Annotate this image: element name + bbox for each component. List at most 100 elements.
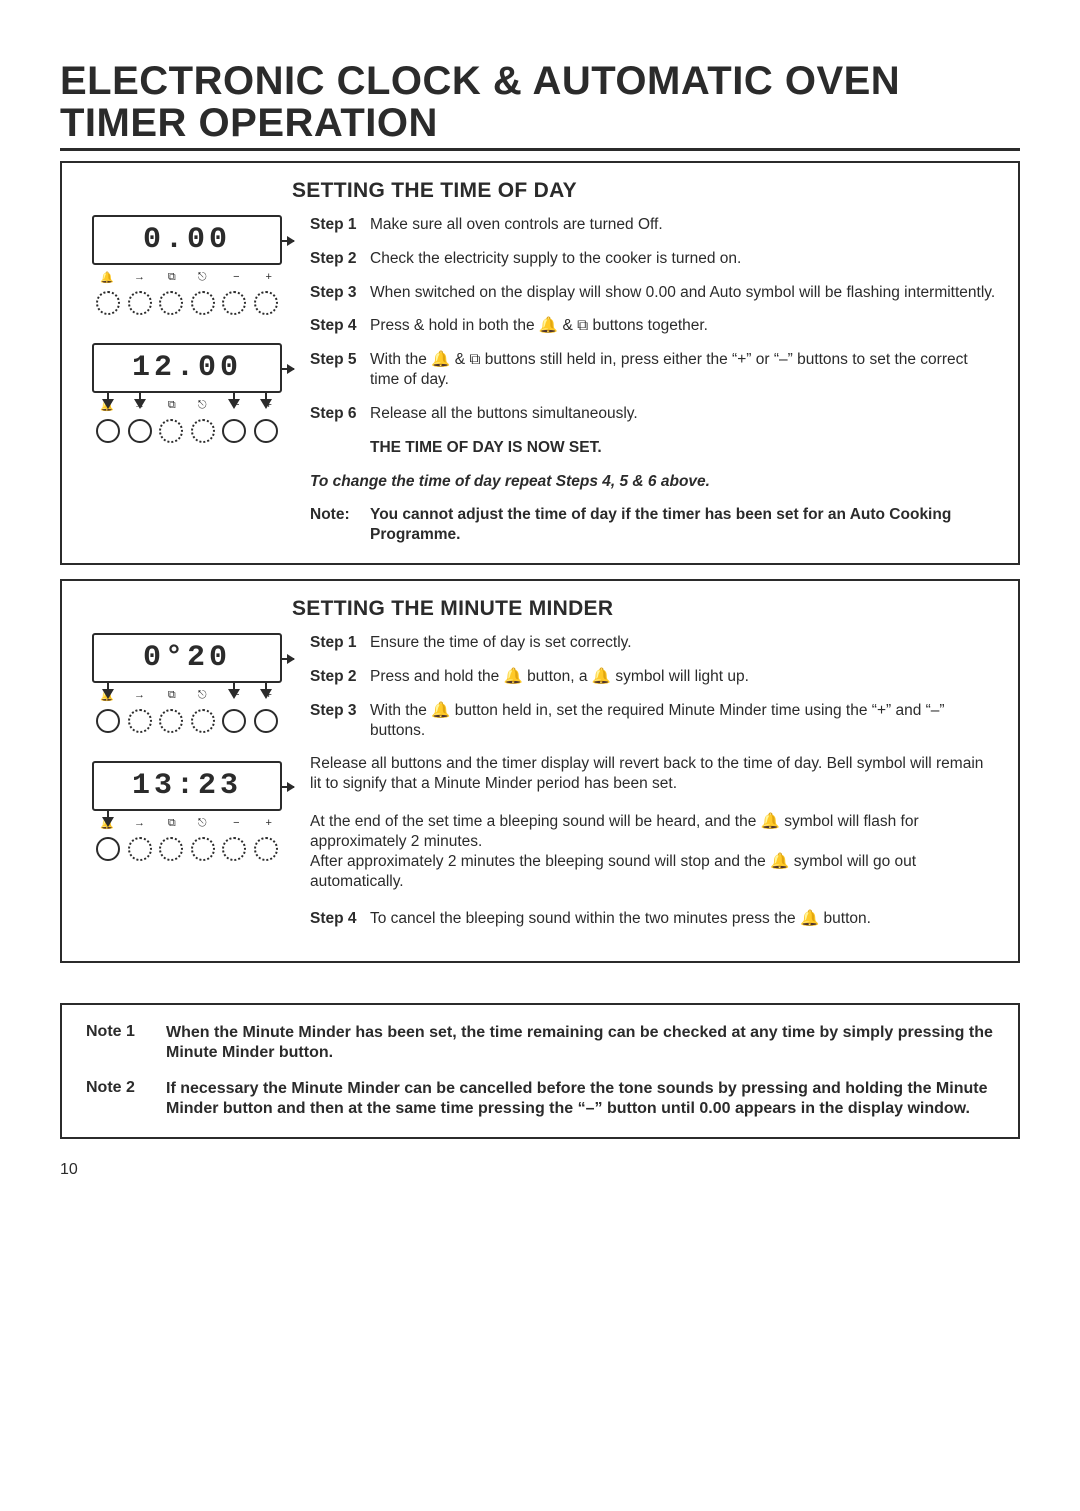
page-title: ELECTRONIC CLOCK & AUTOMATIC OVEN TIMER … — [60, 60, 1020, 144]
page-number: 10 — [60, 1161, 1020, 1179]
step-text: Make sure all oven controls are turned O… — [370, 215, 998, 235]
press-arrow-icon — [102, 689, 114, 699]
step-text: Press & hold in both the 🔔 & ⧉ buttons t… — [370, 316, 998, 336]
leader-arrow-icon — [280, 786, 294, 788]
btn-mark: → — [134, 271, 145, 283]
para-release: Release all buttons and the timer displa… — [310, 754, 998, 794]
footer-note-row: Note 2 If necessary the Minute Minder ca… — [86, 1079, 994, 1119]
btn-mark: ⧉ — [168, 399, 176, 412]
clock-button — [159, 291, 183, 315]
step-label: Step 1 — [310, 633, 370, 653]
leader-arrow-icon — [280, 368, 294, 370]
clock-button — [128, 419, 152, 443]
btn-mark: → — [134, 817, 145, 829]
step-label: Step 6 — [310, 404, 370, 424]
clock-button — [254, 837, 278, 861]
confirm-line: THE TIME OF DAY IS NOW SET. — [370, 438, 998, 458]
btn-mark: ⎋ — [198, 689, 207, 702]
para-bleep: At the end of the set time a bleeping so… — [310, 812, 998, 891]
step-text: With the 🔔 button held in, set the requi… — [370, 701, 998, 741]
clock-button — [96, 419, 120, 443]
btn-mark: + — [265, 817, 271, 829]
step-row: Step 6 Release all the buttons simultane… — [310, 404, 998, 424]
footer-note-label: Note 2 — [86, 1079, 166, 1119]
step-row: Step 4 To cancel the bleeping sound with… — [310, 909, 998, 929]
title-rule — [60, 148, 1020, 151]
step-label: Step 1 — [310, 215, 370, 235]
press-arrow-icon — [102, 817, 114, 827]
section-minute-minder: SETTING THE MINUTE MINDER 0°20 🔔 → ⧉ ⎋ −… — [60, 579, 1020, 963]
step-label: Step 3 — [310, 283, 370, 303]
clock-button — [128, 709, 152, 733]
lcd-display: 13:23 — [92, 761, 282, 811]
text-col-1: Step 1 Make sure all oven controls are t… — [310, 215, 998, 545]
btn-mark: ⎋ — [198, 399, 207, 412]
step-row: Step 2 Check the electricity supply to t… — [310, 249, 998, 269]
diagram-mm-1: 0°20 🔔 → ⧉ ⎋ − + — [92, 633, 282, 733]
press-arrow-icon — [260, 399, 272, 409]
lcd-display: 12.00 — [92, 343, 282, 393]
step-text: To cancel the bleeping sound within the … — [370, 909, 998, 929]
btn-mark: − — [233, 817, 239, 829]
button-row — [92, 419, 282, 443]
step-label: Step 5 — [310, 350, 370, 390]
footer-note-row: Note 1 When the Minute Minder has been s… — [86, 1023, 994, 1063]
clock-button — [222, 837, 246, 861]
change-line: To change the time of day repeat Steps 4… — [310, 472, 998, 492]
text-col-2: Step 1 Ensure the time of day is set cor… — [310, 633, 998, 943]
clock-button — [222, 709, 246, 733]
clock-button — [96, 837, 120, 861]
step-row: Step 2 Press and hold the 🔔 button, a 🔔 … — [310, 667, 998, 687]
leader-arrow-icon — [280, 658, 294, 660]
clock-button — [191, 837, 215, 861]
clock-button — [254, 709, 278, 733]
clock-button — [254, 419, 278, 443]
step-row: Step 3 When switched on the display will… — [310, 283, 998, 303]
press-arrow-icon — [228, 689, 240, 699]
btn-mark: 🔔 — [100, 271, 114, 284]
heading-minute-minder: SETTING THE MINUTE MINDER — [292, 597, 998, 621]
note-label: Note: — [310, 505, 370, 545]
leader-arrow-icon — [280, 240, 294, 242]
footer-note-label: Note 1 — [86, 1023, 166, 1063]
lcd-value: 12.00 — [132, 351, 242, 385]
lcd-value: 0°20 — [143, 641, 231, 675]
clock-button — [128, 291, 152, 315]
clock-button — [191, 419, 215, 443]
diagram-tod-2: 12.00 🔔 → ⧉ ⎋ − + — [92, 343, 282, 443]
heading-time-of-day: SETTING THE TIME OF DAY — [292, 179, 998, 203]
step-text: When switched on the display will show 0… — [370, 283, 998, 303]
clock-button — [96, 709, 120, 733]
clock-button — [96, 291, 120, 315]
step-row: Step 3 With the 🔔 button held in, set th… — [310, 701, 998, 741]
btn-mark: → — [134, 689, 145, 701]
clock-button — [254, 291, 278, 315]
btn-mark: + — [265, 271, 271, 283]
diagram-tod-1: 0.00 🔔 → ⧉ ⎋ − + — [92, 215, 282, 315]
clock-button — [222, 419, 246, 443]
step-row: Step 4 Press & hold in both the 🔔 & ⧉ bu… — [310, 316, 998, 336]
lcd-value: 13:23 — [132, 769, 242, 803]
btn-mark: ⎋ — [198, 817, 207, 830]
step-label: Step 2 — [310, 249, 370, 269]
diagram-mm-2: 13:23 🔔 → ⧉ ⎋ − + — [92, 761, 282, 861]
btn-mark: ⎋ — [198, 271, 207, 284]
btn-mark: ⧉ — [168, 817, 176, 830]
btn-mark: ⧉ — [168, 689, 176, 702]
clock-button — [222, 291, 246, 315]
footer-notes: Note 1 When the Minute Minder has been s… — [60, 1003, 1020, 1139]
clock-button — [159, 419, 183, 443]
button-row — [92, 709, 282, 733]
section-time-of-day: SETTING THE TIME OF DAY 0.00 🔔 → ⧉ ⎋ − + — [60, 161, 1020, 565]
step-row: Step 1 Make sure all oven controls are t… — [310, 215, 998, 235]
press-arrow-icon — [134, 399, 146, 409]
step-label: Step 3 — [310, 701, 370, 741]
step-text: With the 🔔 & ⧉ buttons still held in, pr… — [370, 350, 998, 390]
lcd-display: 0°20 — [92, 633, 282, 683]
diagrams-col-1: 0.00 🔔 → ⧉ ⎋ − + — [82, 215, 292, 545]
clock-button — [128, 837, 152, 861]
step-row: Step 1 Ensure the time of day is set cor… — [310, 633, 998, 653]
footer-note-text: When the Minute Minder has been set, the… — [166, 1023, 994, 1063]
press-arrow-icon — [228, 399, 240, 409]
btn-mark: ⧉ — [168, 271, 176, 284]
